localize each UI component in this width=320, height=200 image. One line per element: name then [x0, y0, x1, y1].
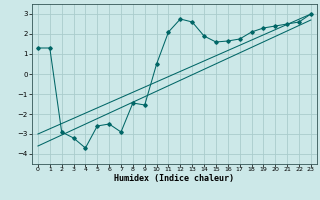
- X-axis label: Humidex (Indice chaleur): Humidex (Indice chaleur): [115, 174, 234, 183]
